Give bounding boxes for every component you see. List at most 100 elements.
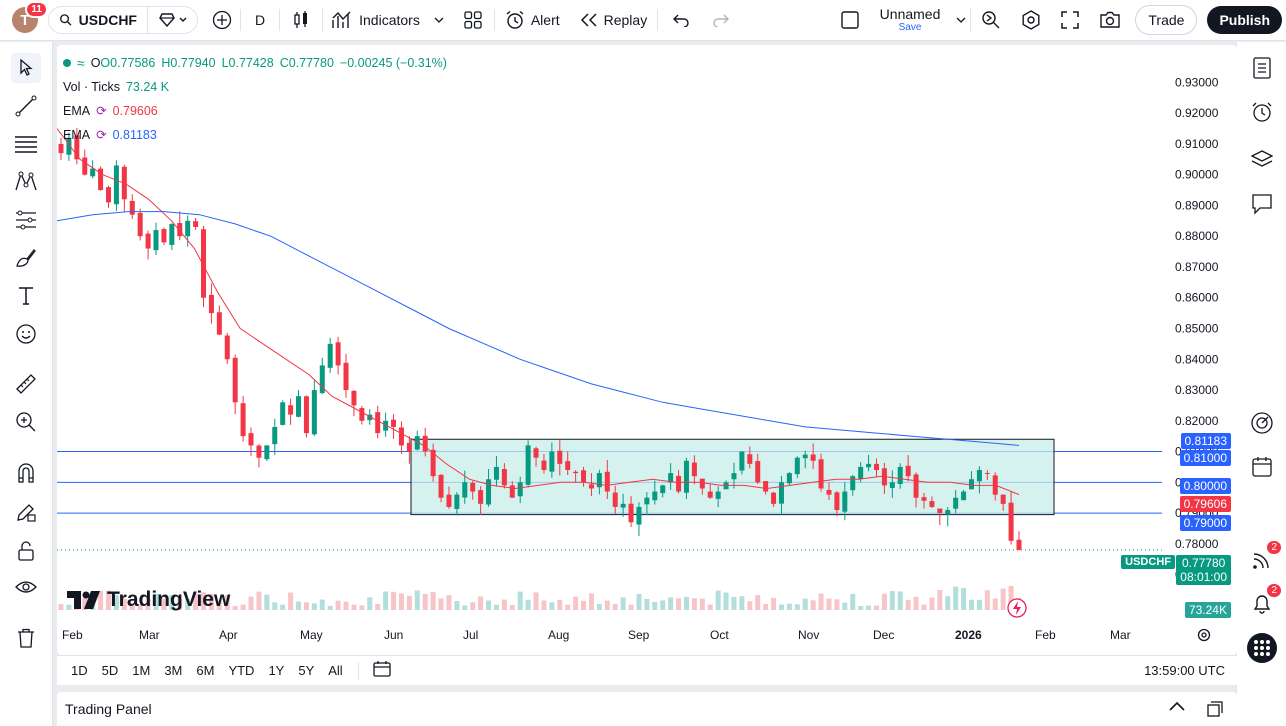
time-axis-settings[interactable] [1196,627,1212,643]
hide-drawings-tool[interactable] [11,572,41,602]
fullscreen-button[interactable] [1051,0,1089,41]
candle-body [319,365,325,394]
chats-button[interactable] [1247,189,1277,219]
drawing-mode-tool[interactable] [11,497,41,527]
ideas-button[interactable] [1247,408,1277,438]
undo-button[interactable] [658,0,704,41]
volume-bar [739,596,745,610]
compare-symbol-button[interactable] [148,6,198,34]
candle-body [731,473,737,480]
symbol-search[interactable]: USDCHF [48,6,148,34]
price-tick-label: 0.89000 [1175,198,1219,212]
watchlist-button[interactable] [1247,53,1277,83]
high-value: H0.77940 [161,56,216,70]
candles-group [58,128,1022,551]
volume-legend[interactable]: Vol · Ticks 73.24 K [63,80,170,94]
calendar-panel-button[interactable] [1247,452,1277,482]
candle-body [137,212,143,237]
timeframe-1y[interactable]: 1Y [268,663,285,678]
screenshot-button[interactable] [1089,0,1131,41]
cursor-tool[interactable] [11,53,41,83]
layout-name-button[interactable]: Unnamed Save [868,0,953,41]
volume-bar [272,602,278,610]
object-tree-button[interactable] [1247,144,1277,174]
timeframe-3m[interactable]: 3M [164,663,183,678]
chart-pane[interactable]: 0.93000 0.92000 0.91000 0.90000 0.89000 0.880… [57,45,1237,655]
lightning-icon[interactable] [1007,598,1027,618]
fib-tool[interactable] [11,129,41,159]
volume-bar [818,593,824,610]
candle-body [747,454,753,464]
candle-body [398,427,404,446]
brush-tool[interactable] [11,243,41,273]
replay-button[interactable]: Replay [570,0,658,41]
forecast-tool[interactable] [11,205,41,235]
timeframe-1m[interactable]: 1M [132,663,151,678]
date-range-button[interactable] [367,660,399,681]
interval-button[interactable]: D [255,12,266,28]
candle-body [715,491,721,499]
measure-tool[interactable] [11,369,41,399]
text-tool[interactable] [11,281,41,311]
bell-icon [1253,595,1271,614]
timeframe-6m[interactable]: 6M [196,663,215,678]
volume-bar [699,598,705,610]
volume-bar [462,605,468,610]
ema-slow-legend[interactable]: EMA ⟳ 0.81183 [63,123,447,147]
trade-button[interactable]: Trade [1135,5,1198,35]
volume-bar [778,604,784,610]
volume-bar [581,600,587,610]
templates-button[interactable] [452,0,494,41]
maximize-icon[interactable] [1207,701,1223,717]
layout-toggle-button[interactable] [832,0,868,41]
trading-panel-title[interactable]: Trading Panel [65,701,152,717]
magnet-tool[interactable] [11,458,41,488]
timezone-clock[interactable]: 13:59:00 UTC [1144,663,1225,678]
ema-fast-legend[interactable]: EMA ⟳ 0.79606 [63,99,447,123]
remove-drawings-tool[interactable] [11,623,41,653]
publish-button[interactable]: Publish [1207,6,1282,34]
settings-button[interactable] [1011,0,1051,41]
brush-icon [16,249,36,267]
divider [357,661,359,680]
indicators-button[interactable]: Indicators [323,0,452,41]
chart-type-button[interactable] [280,0,322,41]
divider [240,9,241,31]
notifications-button[interactable]: 2 [1247,582,1283,618]
timeframe-ytd[interactable]: YTD [228,663,255,678]
trend-line-tool[interactable] [11,91,41,121]
apps-menu-button[interactable] [1247,633,1277,663]
volume-bar [683,596,689,610]
signals-button[interactable]: 2 [1247,539,1283,575]
right-sidebar: 2 2 [1236,42,1286,726]
quick-search-button[interactable] [971,0,1011,41]
time-tick-label: Jun [384,628,403,642]
candle-body [66,137,72,155]
volume-bar [897,591,903,610]
timeframe-1d[interactable]: 1D [71,663,88,678]
zoom-tool[interactable] [11,407,41,437]
add-symbol-button[interactable] [204,0,240,41]
candle-body [296,396,302,417]
candle-body [565,461,571,471]
candle-body [240,403,246,437]
alert-button[interactable]: Alert [495,0,570,41]
layout-menu-button[interactable] [952,0,970,41]
emoji-tool[interactable] [11,319,41,349]
volume-bar [493,604,499,610]
volume-bar [121,598,127,610]
redo-button[interactable] [704,0,738,41]
divider [493,9,495,31]
lock-drawings-tool[interactable] [11,536,41,566]
volume-bar [921,604,927,610]
timeframe-5d[interactable]: 5D [101,663,119,678]
timeframe-all[interactable]: All [328,663,343,678]
timeframe-5y[interactable]: 5Y [298,663,315,678]
ema-fast-price-label: 0.79606 [1179,496,1231,512]
pattern-tool[interactable] [11,167,41,197]
drawing-toolbar [0,42,53,726]
volume-bar [82,598,88,610]
chevron-up-icon[interactable] [1169,701,1185,711]
alerts-panel-button[interactable] [1247,97,1277,127]
user-avatar[interactable]: T 11 [12,1,48,33]
